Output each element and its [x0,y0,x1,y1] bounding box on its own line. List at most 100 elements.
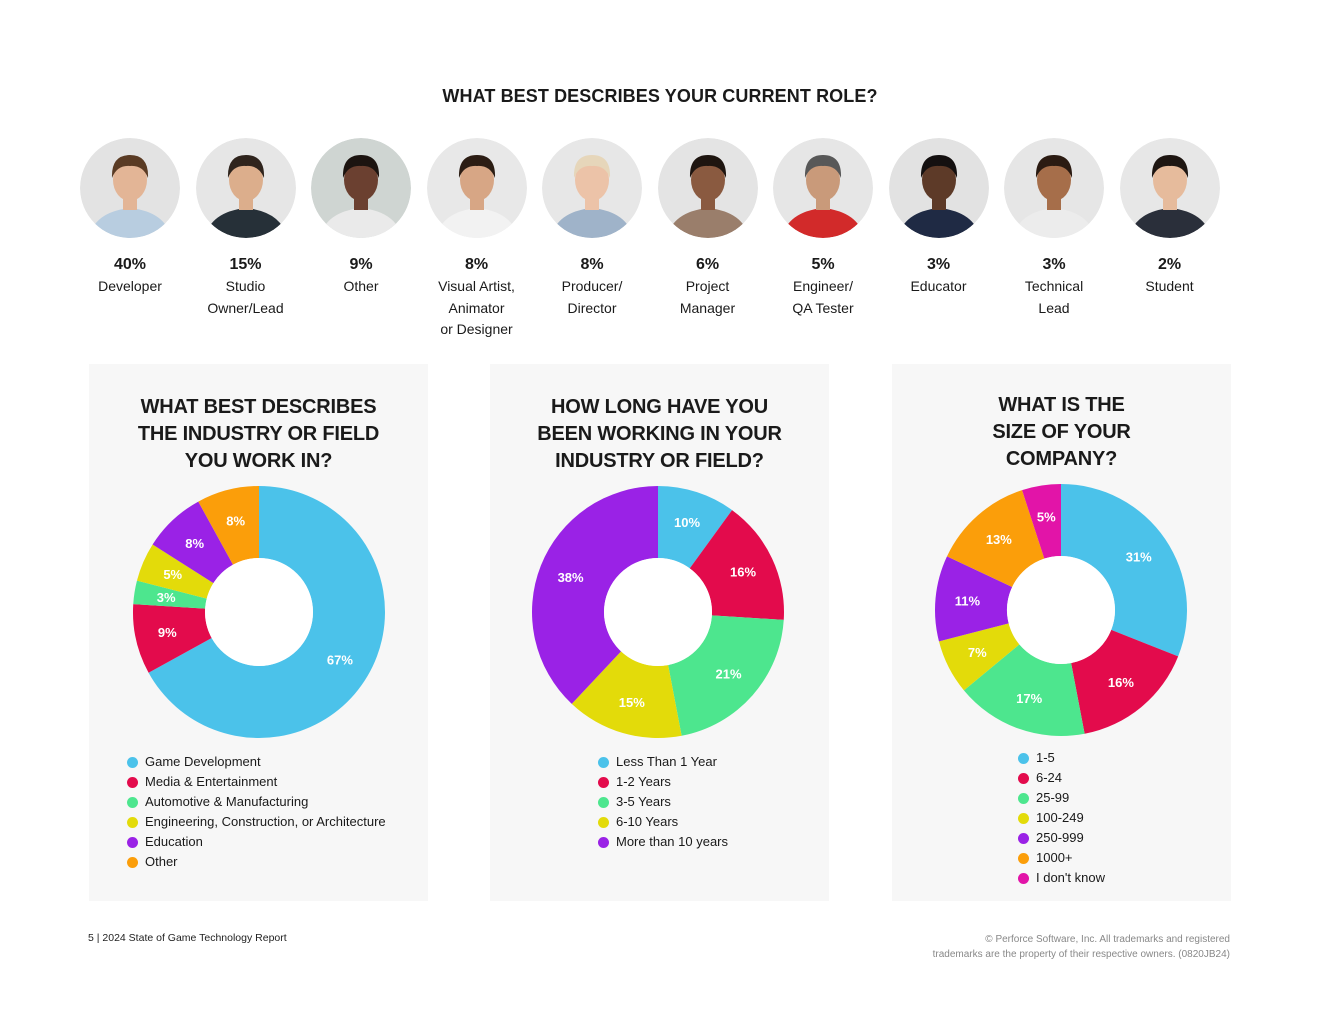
pie-slice [668,615,784,736]
roles-title: WHAT BEST DESCRIBES YOUR CURRENT ROLE? [442,86,878,106]
role-item: 8% Producer/ Director [534,138,650,319]
legend-item: 1000+ [1018,848,1105,868]
slice-label: 5% [1037,510,1056,525]
chart-title: HOW LONG HAVE YOU BEEN WORKING IN YOUR I… [537,396,782,472]
slice-label: 13% [986,532,1012,547]
role-label: Project Manager [679,278,736,316]
legend-label: Education [145,834,203,849]
legend-label: 6-24 [1036,770,1063,785]
legend-item: 6-10 Years [598,812,728,832]
legend-label: Other [145,854,178,869]
slice-label: 67% [327,652,353,667]
role-percentage: 3% [1042,256,1066,273]
tenure-donut-chart: 10% 16% 21% 15% 38% [532,486,784,738]
pie-slice [532,486,658,704]
slice-label: 38% [558,570,584,585]
slice-label: 11% [955,594,981,609]
role-item: 3% Educator [881,138,997,298]
legend-swatch [1018,852,1029,864]
legend-swatch [127,796,138,808]
legend-swatch [1018,832,1029,844]
role-percentage: 8% [580,256,604,273]
legend-swatch [598,836,609,848]
legend-label: Media & Entertainment [145,774,278,789]
chart-legend: Game Development Media & Entertainment Aut… [127,752,386,872]
roles-list: 40% Developer 15% Studio Owner/Lead 9% Other 8… [80,138,1240,358]
slice-label: 10% [674,515,700,530]
avatar [1119,138,1220,238]
avatar [542,138,642,238]
legend-label: 250-999 [1036,830,1084,845]
avatar [773,138,873,238]
tenure-chart-panel: HOW LONG HAVE YOU BEEN WORKING IN YOUR I… [490,364,829,901]
legend-label: More than 10 years [616,834,729,849]
role-item: 6% Project Manager [650,138,766,319]
role-label: Other [343,278,379,294]
industry-donut-chart: 67% 9% 3% 5% 8% 8% [133,486,386,738]
slice-label: 9% [158,625,177,640]
role-item: 3% Technical Lead [996,138,1112,319]
role-label: Visual Artist, Animator or Designer [438,278,515,337]
legend-item: Game Development [127,752,386,772]
footer-copyright: © Perforce Software, Inc. All trademarks… [932,934,1230,960]
role-label: Producer/ Director [561,278,623,316]
legend-item: 3-5 Years [598,792,728,812]
avatar [657,138,758,238]
role-percentage: 9% [349,256,373,273]
role-item: 2% Student [1112,138,1228,298]
pie-slice [1022,484,1061,559]
legend-item: Engineering, Construction, or Architectu… [127,812,386,832]
legend-label: Engineering, Construction, or Architectu… [145,814,386,829]
legend-item: Other [127,852,386,872]
slice-label: 16% [1108,675,1134,690]
footer-page-info: 5 | 2024 State of Game Technology Report [88,932,287,944]
legend-swatch [127,836,138,848]
pie-slice [136,544,214,599]
slice-label: 15% [619,695,645,710]
chart-title: WHAT BEST DESCRIBES THE INDUSTRY OR FIEL… [137,396,380,472]
pie-slice [935,556,1013,642]
role-percentage: 2% [1157,256,1182,273]
legend-swatch [127,776,138,788]
legend-swatch [1018,812,1029,824]
company-size-donut-chart: 31% 16% 17% 7% 11% 13% 5% [935,484,1187,736]
slice-label: 3% [157,590,176,605]
role-item: 9% Other [303,138,419,298]
donut-hole [604,558,712,666]
legend-swatch [127,756,138,768]
role-item: 15% Studio Owner/Lead [188,138,304,319]
avatar [1004,138,1104,238]
legend-item: Less Than 1 Year [598,752,728,772]
slice-label: 8% [185,536,204,551]
pie-slice [133,580,207,609]
avatar [426,138,527,238]
legend-item: 6-24 [1018,768,1105,788]
legend-label: Automotive & Manufacturing [145,794,309,809]
legend-label: 1000+ [1036,850,1073,865]
legend-swatch [127,856,138,868]
role-label: Technical Lead [1024,278,1084,316]
slice-label: 16% [730,564,756,579]
legend-label: I don't know [1036,870,1105,885]
legend-label: 25-99 [1036,790,1070,805]
slice-label: 5% [163,567,182,582]
legend-label: Game Development [145,754,261,769]
chart-title: WHAT IS THE SIZE OF YOUR COMPANY? [992,394,1131,470]
pie-slice [148,486,386,738]
pie-slice [689,510,784,620]
chart-legend: 1-5 6-24 25-99 100-249 250-999 1000+ I don't k… [1018,748,1105,888]
legend-item: 25-99 [1018,788,1105,808]
legend-swatch [1018,792,1029,804]
avatar [888,138,989,238]
legend-label: 1-5 [1036,750,1055,765]
industry-chart-panel: WHAT BEST DESCRIBES THE INDUSTRY OR FIEL… [89,364,428,901]
pie-slice [198,486,259,565]
avatar [311,138,411,238]
role-percentage: 6% [695,256,720,273]
pie-slice [938,623,1020,691]
pie-slice [152,501,233,584]
legend-label: 1-2 Years [616,774,671,789]
legend-item: 250-999 [1018,828,1105,848]
pie-slice [133,604,212,673]
legend-item: More than 10 years [598,832,728,852]
